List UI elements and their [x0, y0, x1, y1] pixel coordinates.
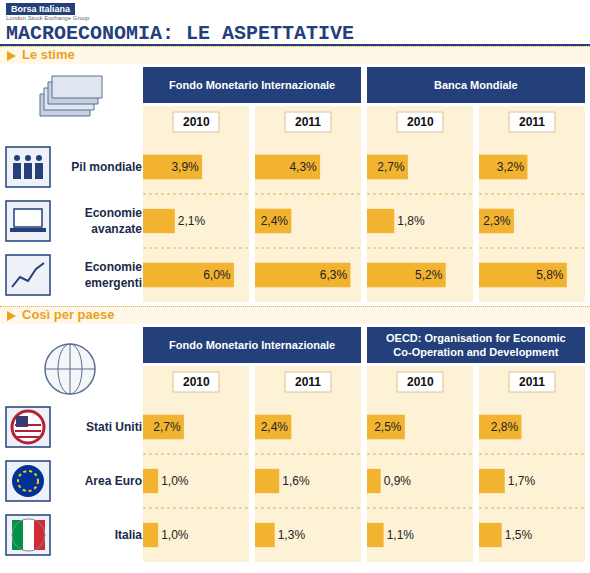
svg-text:Area Euro: Area Euro	[85, 474, 142, 488]
svg-text:1,0%: 1,0%	[161, 528, 189, 542]
svg-text:Economieemergenti: Economieemergenti	[85, 260, 143, 290]
svg-text:2010: 2010	[183, 375, 210, 389]
svg-text:4,3%: 4,3%	[289, 160, 317, 174]
svg-text:2,3%: 2,3%	[483, 214, 511, 228]
html-text:Borsa Italiana: Borsa Italiana	[11, 4, 70, 14]
svg-text:Fondo Monetario Internazionale: Fondo Monetario Internazionale	[169, 339, 335, 351]
svg-text:2010: 2010	[407, 115, 434, 129]
svg-text:Stati Uniti: Stati Uniti	[86, 420, 142, 434]
svg-text:2011: 2011	[519, 375, 545, 389]
svg-text:OECD: Organisation for Economi: OECD: Organisation for EconomicCo-Operat…	[386, 332, 566, 358]
svg-text:2,8%: 2,8%	[491, 420, 519, 434]
svg-text:1,3%: 1,3%	[278, 528, 306, 542]
svg-text:6,0%: 6,0%	[203, 268, 231, 282]
svg-text:6,3%: 6,3%	[320, 268, 348, 282]
svg-text:2,1%: 2,1%	[178, 214, 206, 228]
svg-text:1,1%: 1,1%	[387, 528, 415, 542]
svg-text:3,2%: 3,2%	[497, 160, 525, 174]
svg-text:2010: 2010	[407, 375, 434, 389]
svg-text:2,5%: 2,5%	[374, 420, 402, 434]
svg-text:1,0%: 1,0%	[161, 474, 189, 488]
svg-text:0,9%: 0,9%	[384, 474, 412, 488]
svg-text:Pil mondiale: Pil mondiale	[71, 160, 142, 174]
svg-text:1,6%: 1,6%	[282, 474, 310, 488]
svg-text:Fondo Monetario Internazionale: Fondo Monetario Internazionale	[169, 79, 335, 91]
svg-text:Italia: Italia	[115, 528, 143, 542]
svg-text:2011: 2011	[295, 375, 321, 389]
html-text:Così per paese: Così per paese	[22, 307, 115, 322]
svg-text:Banca Mondiale: Banca Mondiale	[434, 79, 518, 91]
svg-text:1,8%: 1,8%	[397, 214, 425, 228]
svg-text:1,5%: 1,5%	[505, 528, 533, 542]
svg-text:2,7%: 2,7%	[377, 160, 405, 174]
svg-text:5,2%: 5,2%	[415, 268, 443, 282]
svg-text:1,7%: 1,7%	[508, 474, 536, 488]
svg-text:5,8%: 5,8%	[536, 268, 564, 282]
svg-text:2011: 2011	[519, 115, 545, 129]
html-text:London Stock Exchange Group: London Stock Exchange Group	[6, 15, 90, 21]
svg-text:2,7%: 2,7%	[153, 420, 181, 434]
html-text:MACROECONOMIA: LE ASPETTATIVE: MACROECONOMIA: LE ASPETTATIVE	[6, 22, 355, 45]
html-text:Le stime: Le stime	[22, 47, 75, 62]
svg-text:2,4%: 2,4%	[261, 420, 289, 434]
svg-text:Economieavanzate: Economieavanzate	[85, 206, 143, 236]
svg-text:2011: 2011	[295, 115, 321, 129]
svg-text:2010: 2010	[183, 115, 210, 129]
svg-text:2,4%: 2,4%	[261, 214, 289, 228]
svg-text:3,9%: 3,9%	[171, 160, 199, 174]
